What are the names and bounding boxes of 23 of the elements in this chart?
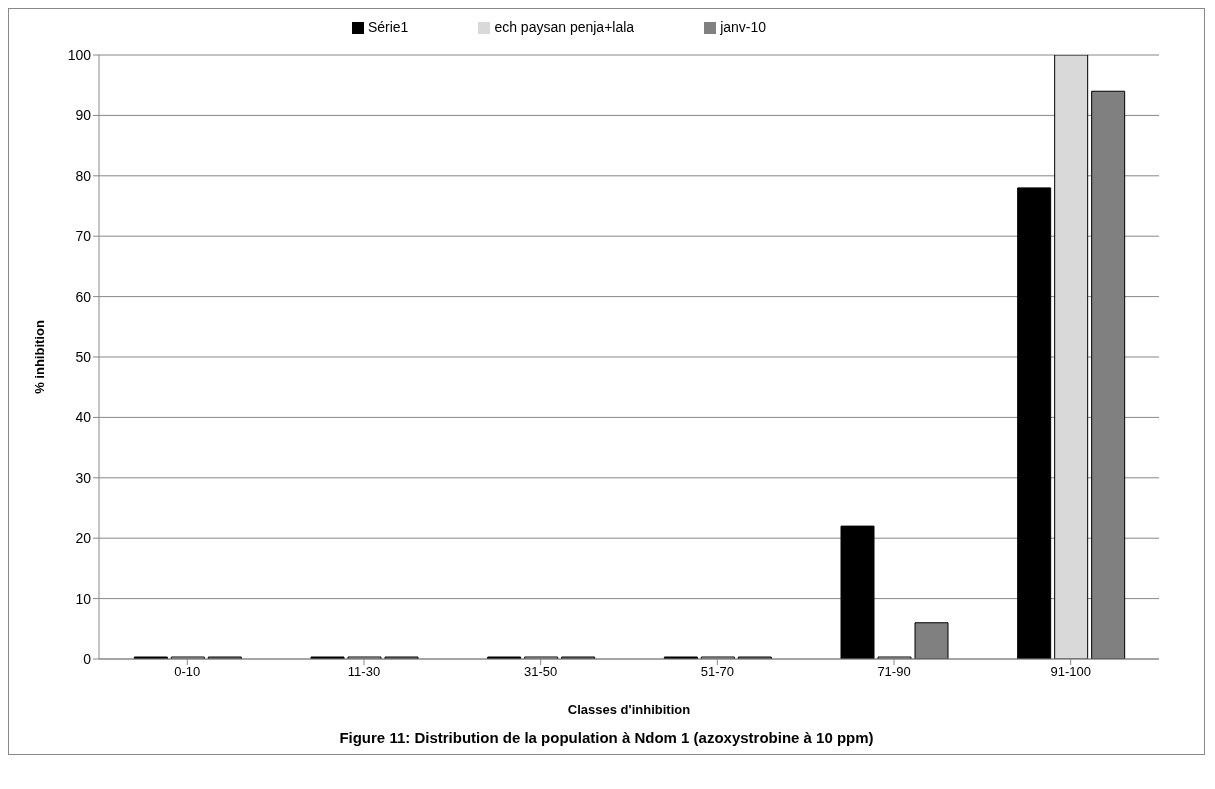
y-tick-label: 30: [75, 469, 92, 486]
y-tick-label: 80: [75, 167, 92, 184]
legend-label: ech paysan penja+lala: [494, 19, 635, 35]
legend-label: janv-10: [720, 19, 767, 35]
caption: Figure 11: Distribution de la population à Ndom 1 (azoxystrobine à 10 ppm): [338, 729, 875, 748]
y-tick-label: 10: [75, 590, 92, 607]
y-tick-label: 40: [75, 409, 92, 426]
legend-label: Série1: [367, 19, 409, 35]
x-tick-label: 51-70: [700, 664, 734, 680]
x-tick-label: 11-30: [347, 664, 381, 680]
x-tick-label: 91-100: [1050, 664, 1091, 680]
y-tick-label: 60: [75, 288, 92, 305]
y-tick-label: 90: [75, 107, 92, 124]
y-tick-label: 0: [83, 650, 92, 667]
y-tick-label: 70: [75, 228, 92, 245]
y-tick-label: 20: [75, 530, 92, 547]
y-axis-title: % inhibition: [31, 320, 47, 394]
y-tick-label: 100: [67, 46, 92, 63]
y-tick-label: 50: [75, 348, 92, 365]
x-tick-label: 31-50: [524, 664, 558, 680]
x-axis-title: Classes d'inhibition: [567, 702, 691, 717]
x-tick-label: 71-90: [877, 664, 911, 680]
x-tick-label: 0-10: [174, 664, 201, 680]
